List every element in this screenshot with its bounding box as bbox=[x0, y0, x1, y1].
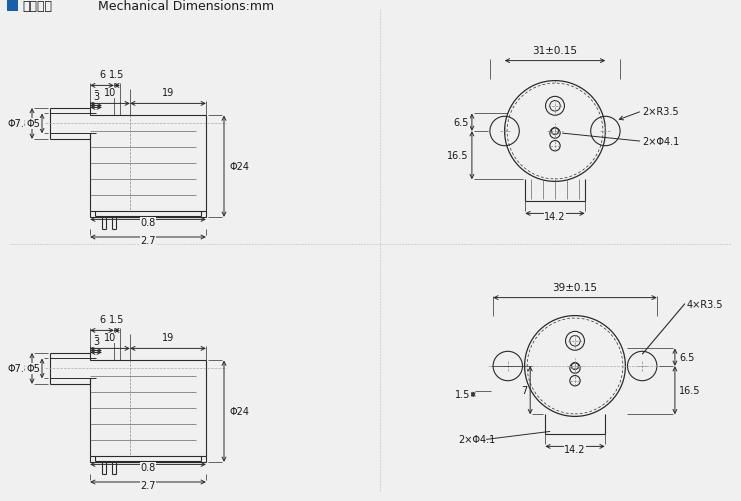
Text: 6.5: 6.5 bbox=[453, 118, 469, 128]
Text: Φ5: Φ5 bbox=[26, 119, 40, 129]
Text: 7: 7 bbox=[521, 385, 527, 395]
Text: 6.5: 6.5 bbox=[679, 353, 694, 362]
Text: 1.5: 1.5 bbox=[110, 315, 124, 325]
Text: 2.7: 2.7 bbox=[140, 235, 156, 245]
Text: Mechanical Dimensions:mm: Mechanical Dimensions:mm bbox=[98, 0, 274, 13]
Text: 19: 19 bbox=[162, 333, 174, 343]
Text: 4×R3.5: 4×R3.5 bbox=[687, 299, 723, 309]
Text: 39±0.15: 39±0.15 bbox=[553, 282, 597, 292]
Text: Φ24: Φ24 bbox=[230, 162, 250, 172]
Text: 31±0.15: 31±0.15 bbox=[533, 46, 577, 56]
Text: 3: 3 bbox=[93, 90, 99, 100]
Text: 0.8: 0.8 bbox=[140, 462, 156, 472]
Text: 0.8: 0.8 bbox=[140, 218, 156, 228]
Text: 2×R3.5: 2×R3.5 bbox=[642, 107, 679, 117]
Text: 3: 3 bbox=[93, 337, 99, 347]
Text: 16.5: 16.5 bbox=[679, 385, 700, 395]
Text: Φ24: Φ24 bbox=[230, 406, 250, 416]
Text: 1.5: 1.5 bbox=[110, 70, 124, 80]
Text: 10: 10 bbox=[104, 333, 116, 343]
Text: 2×Φ4.1: 2×Φ4.1 bbox=[458, 434, 495, 444]
Text: 19: 19 bbox=[162, 88, 174, 98]
Text: Φ7.8: Φ7.8 bbox=[7, 119, 30, 129]
Text: 6: 6 bbox=[99, 70, 105, 80]
Text: Φ7.8: Φ7.8 bbox=[7, 364, 30, 374]
Text: 6: 6 bbox=[99, 315, 105, 325]
Text: 2.7: 2.7 bbox=[140, 480, 156, 490]
Text: 机械尺寸: 机械尺寸 bbox=[22, 0, 52, 13]
Text: 3: 3 bbox=[93, 92, 99, 102]
Text: 1.5: 1.5 bbox=[455, 390, 470, 400]
Text: Φ5: Φ5 bbox=[26, 364, 40, 374]
Text: 16.5: 16.5 bbox=[448, 151, 469, 161]
Bar bbox=[7, 1, 18, 12]
Text: 14.2: 14.2 bbox=[564, 444, 585, 454]
Text: 14.2: 14.2 bbox=[544, 212, 565, 222]
Text: 3: 3 bbox=[93, 335, 99, 345]
Text: 2×Φ4.1: 2×Φ4.1 bbox=[642, 137, 679, 147]
Text: 10: 10 bbox=[104, 88, 116, 98]
